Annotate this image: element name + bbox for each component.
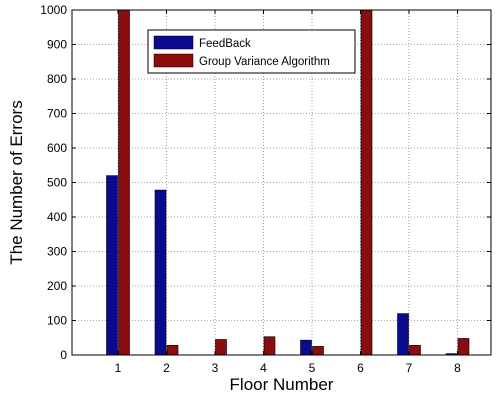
bar-feedback-floor-7 [397,313,409,356]
x-tick-label: 3 [212,361,219,375]
y-tick-labels: 0 100 200 300 400 500 600 700 800 900 1000 [40,3,67,362]
bar-feedback-floor-2 [154,189,167,356]
y-tick-label: 600 [47,141,67,155]
y-tick-label: 800 [47,72,67,86]
bar-group-variance-floor-5 [312,346,324,356]
x-tick-label: 2 [163,361,170,375]
y-tick-label: 100 [47,314,67,328]
legend-label-feedback: FeedBack [199,38,251,50]
x-tick-label: 1 [115,361,122,375]
x-tick-label: 6 [357,361,364,375]
y-tick-label: 400 [47,210,67,224]
y-tick-label: 0 [60,348,67,362]
bar-feedback-floor-1 [106,175,118,356]
bar-group-variance-floor-8 [457,338,470,356]
legend-swatch-group-variance [153,53,194,68]
x-tick-labels: 1 2 3 4 5 6 7 8 [115,361,462,375]
bar-group-variance-floor-2 [166,345,179,356]
x-tick-label: 5 [309,361,316,375]
bar-group-variance-floor-4 [263,336,276,356]
legend: FeedBack Group Variance Algorithm [147,29,356,74]
x-axis-title: Floor Number [230,375,334,394]
y-tick-label: 500 [47,176,67,190]
x-tick-label: 7 [406,361,413,375]
bar-group-variance-floor-7 [409,345,421,356]
bar-group-variance-floor-3 [215,339,227,356]
bar-feedback-floor-5 [300,339,312,356]
y-tick-label: 1000 [40,3,67,17]
legend-label-group-variance: Group Variance Algorithm [199,56,330,68]
axis-ticks [72,9,491,356]
bar-group-variance-floor-6 [360,9,373,356]
y-axis-title: The Number of Errors [7,100,26,264]
y-tick-label: 200 [47,279,67,293]
y-tick-label: 900 [47,38,67,52]
legend-swatch-feedback [153,35,194,50]
bars [106,9,470,356]
bar-group-variance-floor-1 [118,9,130,356]
y-tick-label: 700 [47,107,67,121]
y-tick-label: 300 [47,245,67,259]
x-tick-label: 4 [260,361,267,375]
x-tick-label: 8 [454,361,461,375]
